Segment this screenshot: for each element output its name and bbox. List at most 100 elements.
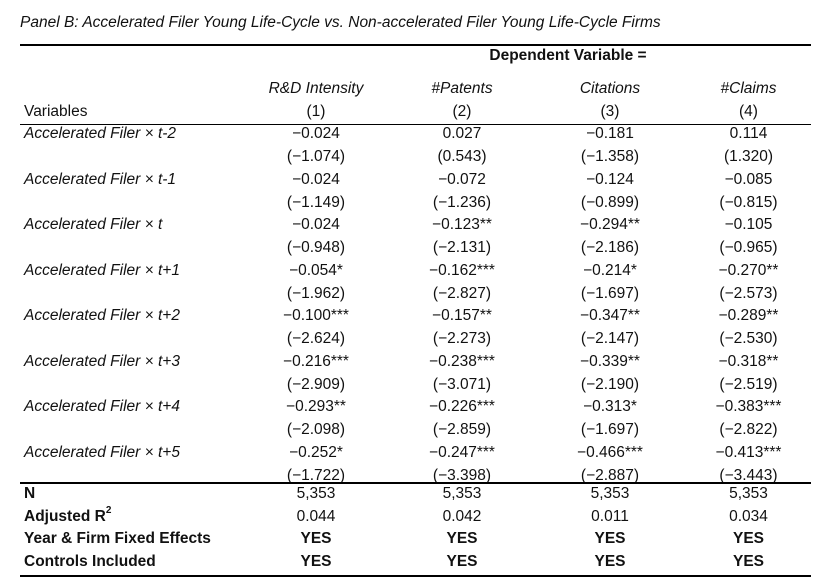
- t-stat-cell: (−0.965): [719, 239, 778, 256]
- stat-label: Adjusted R2: [24, 505, 111, 526]
- t-stat-cell: (−1.962): [286, 284, 346, 302]
- coefficient-cell: −0.181: [586, 125, 634, 142]
- coefficient-cell: −0.105: [724, 216, 773, 233]
- t-stat-cell: (−2.186): [580, 239, 640, 256]
- t-stat-cell: (−2.573): [719, 284, 778, 302]
- coefficient-cell: −0.293**: [286, 398, 346, 415]
- column-header-2: #Patents: [431, 80, 493, 97]
- column-number-1: (1): [306, 103, 326, 120]
- bottom-rule: [20, 575, 811, 577]
- coefficient-cell: −0.318**: [718, 352, 779, 370]
- stat-cell: 0.034: [729, 508, 768, 525]
- t-stat-cell: (−2.827): [432, 284, 492, 302]
- t-stat-cell: (−2.822): [719, 421, 778, 438]
- stat-cell: YES: [594, 553, 626, 570]
- coefficient-cell: 0.027: [442, 125, 482, 142]
- t-stat-cell: (−3.398): [432, 466, 492, 484]
- stat-label-text: Controls Included: [24, 553, 156, 570]
- t-stat-cell: (−2.887): [580, 466, 640, 484]
- coefficient-cell: −0.072: [438, 170, 486, 188]
- stat-cell: 5,353: [296, 485, 336, 502]
- t-stat-cell: (−2.859): [432, 421, 492, 438]
- row-label: Accelerated Filer × t-1: [24, 170, 177, 188]
- coefficient-cell: −0.162***: [429, 261, 495, 279]
- coefficient-cell: −0.270**: [718, 261, 779, 279]
- t-stat-cell: (−3.071): [432, 375, 492, 393]
- row-label: Accelerated Filer × t+5: [24, 443, 180, 461]
- t-stat-cell: (−1.722): [286, 466, 346, 484]
- stat-label-text: N: [24, 485, 36, 502]
- stat-cell: YES: [732, 553, 764, 570]
- coefficient-cell: −0.123**: [432, 216, 492, 233]
- t-stat-cell: (0.543): [437, 148, 487, 165]
- coefficient-cell: −0.216***: [283, 352, 349, 370]
- t-stat-cell: (−0.815): [719, 193, 778, 211]
- coefficient-cell: −0.466***: [577, 443, 643, 461]
- t-stat-cell: (−2.190): [580, 375, 640, 393]
- coefficient-cell: −0.085: [724, 170, 773, 188]
- stat-cell: YES: [300, 553, 332, 570]
- coefficient-cell: −0.339**: [580, 352, 640, 370]
- coefficient-cell: −0.024: [292, 170, 340, 188]
- coefficient-cell: −0.054*: [289, 261, 343, 279]
- t-stat-cell: (−2.530): [719, 330, 778, 347]
- t-stat-cell: (−1.074): [286, 148, 346, 165]
- t-stat-cell: (−0.948): [286, 239, 346, 256]
- row-label: Accelerated Filer × t: [24, 216, 163, 233]
- column-header-3: Citations: [579, 80, 641, 97]
- row-label: Accelerated Filer × t+2: [24, 307, 180, 324]
- stat-cell: 5,353: [442, 485, 482, 502]
- coefficient-cell: −0.383***: [715, 398, 782, 415]
- stat-label: Year & Firm Fixed Effects: [24, 530, 211, 548]
- dependent-variable-header: Dependent Variable =: [489, 47, 647, 64]
- stat-cell: YES: [300, 530, 332, 547]
- row-label: Accelerated Filer × t+3: [24, 352, 180, 370]
- stat-cell: 0.011: [591, 508, 629, 525]
- stat-cell: YES: [446, 553, 478, 570]
- stat-label-text: Adjusted R: [24, 508, 106, 525]
- coefficient-cell: −0.347**: [580, 307, 640, 324]
- coefficient-cell: −0.413***: [715, 443, 782, 461]
- t-stat-cell: (−2.624): [286, 330, 346, 347]
- t-stat-cell: (−1.149): [286, 193, 346, 211]
- t-stat-cell: (−1.697): [580, 421, 640, 438]
- coefficient-cell: −0.024: [292, 216, 340, 233]
- coefficient-cell: −0.214*: [583, 261, 637, 279]
- coefficient-cell: −0.294**: [580, 216, 640, 233]
- stat-label-text: Year & Firm Fixed Effects: [24, 530, 211, 547]
- coefficient-cell: −0.247***: [429, 443, 495, 461]
- stat-label: N: [24, 485, 35, 503]
- stat-label: Controls Included: [24, 553, 156, 571]
- stats-rule: [20, 482, 811, 484]
- coefficient-cell: −0.238***: [429, 352, 495, 370]
- row-label: Accelerated Filer × t+1: [24, 261, 180, 279]
- coefficient-cell: −0.226***: [429, 398, 495, 415]
- row-label: Accelerated Filer × t-2: [24, 125, 177, 142]
- t-stat-cell: (−2.909): [286, 375, 346, 393]
- coefficient-cell: −0.252*: [289, 443, 343, 461]
- t-stat-cell: (−2.519): [719, 375, 778, 393]
- t-stat-cell: (−2.273): [432, 330, 492, 347]
- coefficient-cell: −0.100***: [283, 307, 349, 324]
- t-stat-cell: (−2.098): [286, 421, 346, 438]
- column-number-4: (4): [739, 103, 758, 120]
- t-stat-cell: (1.320): [723, 148, 774, 165]
- t-stat-cell: (−1.697): [580, 284, 640, 302]
- column-header-1: R&D Intensity: [268, 80, 364, 97]
- stat-cell: 0.042: [442, 508, 482, 525]
- coefficient-cell: 0.114: [729, 125, 768, 142]
- coefficient-cell: −0.024: [292, 125, 340, 142]
- stat-cell: YES: [732, 530, 764, 547]
- stat-cell: 0.044: [296, 508, 336, 525]
- coefficient-cell: −0.289**: [718, 307, 779, 324]
- top-rule: [20, 44, 811, 46]
- t-stat-cell: (−1.236): [432, 193, 492, 211]
- coefficient-cell: −0.313*: [583, 398, 637, 415]
- panel-title: Panel B: Accelerated Filer Young Life-Cy…: [20, 14, 661, 31]
- row-label: Accelerated Filer × t+4: [24, 398, 180, 415]
- header-rule: [20, 124, 811, 125]
- column-number-2: (2): [452, 103, 472, 120]
- coefficient-cell: −0.157**: [432, 307, 492, 324]
- stat-cell: YES: [594, 530, 626, 547]
- coefficient-cell: −0.124: [586, 170, 634, 188]
